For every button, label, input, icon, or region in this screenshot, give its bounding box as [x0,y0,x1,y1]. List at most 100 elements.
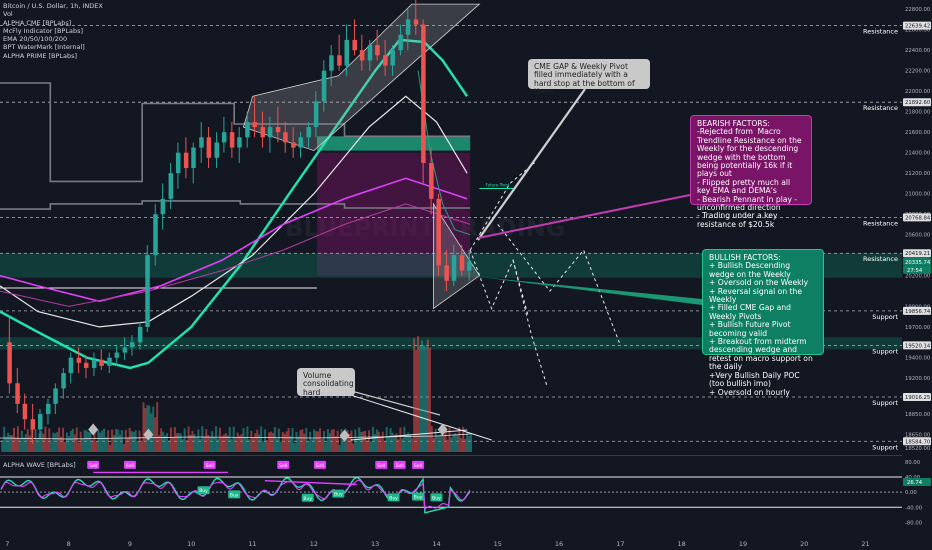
watermark-step-line [0,200,471,210]
volume-bar [138,430,141,452]
price-tick-label: 18520.00 [905,446,931,452]
candle-body [229,132,235,148]
volume-bar [48,428,51,452]
legend-indicator[interactable]: ALPHA CME [BPLabs] [3,18,72,27]
volume-bar [434,428,437,452]
volume-bar [446,439,449,452]
volume-bar [240,434,243,452]
watermark-step-line [0,82,471,183]
legend: Bitcoin / U.S. Dollar, 1h, INDEX Vol ALP… [3,2,103,60]
cme-gap-note[interactable]: CME GAP & Weekly Pivot filled immediatel… [528,59,650,96]
candle-body [298,137,304,148]
volume-bar [89,427,92,452]
volume-bar [11,435,14,452]
time-tick-label: 16 [555,540,563,548]
volume-bar [246,426,249,452]
volume-bar [338,444,341,452]
volume-bar [291,427,294,452]
candle-body [344,39,350,66]
volume-bar [56,432,59,452]
volume-bar [179,433,182,452]
price-tag-label: 20768.84 [905,215,931,221]
buy-signal-tag [387,493,400,502]
legend-indicator[interactable]: Vol [3,10,13,19]
volume-bar [187,426,190,452]
volume-bar [383,441,386,452]
volume-trend-line [350,429,468,441]
volume-bar [109,444,112,452]
candle-body [175,152,181,174]
mcfly-line [417,70,471,236]
volume-bar [269,431,272,452]
volume-bar [69,430,72,452]
level-label: Resistance [863,219,898,227]
projection-path [497,224,621,346]
candle-body [245,121,250,138]
legend-indicator[interactable]: BPT WaterMark [Internal] [3,43,85,52]
volume-bar [213,437,216,452]
candle-body [183,152,189,169]
candle-body [337,55,342,66]
volume-bar [114,428,117,452]
volume-bar [381,431,384,452]
volume-bar [20,430,23,452]
osc-tick-label: -40.00 [905,505,923,511]
volume-bar [399,427,402,452]
volume-bar [93,430,96,452]
volume-bar [456,434,459,452]
volume-bar [107,430,110,452]
volume-bar [470,433,473,452]
legend-indicator[interactable]: ALPHA PRIME [BPLabs] [3,51,78,60]
price-tag [903,306,931,315]
volume-bar [36,438,39,452]
time-tick-label: 10 [187,540,195,548]
bullish-line: + Bullish Descending wedge on the Weekly [709,261,793,279]
level-label: Resistance [863,28,898,36]
volume-bar [183,428,186,452]
volume-bar [124,429,127,452]
oscillator-title[interactable]: ALPHA WAVE [BPLabs] [3,461,76,469]
price-tick-label: 21600.00 [905,130,931,136]
candle-body [91,359,97,368]
volume-bar [130,431,133,452]
projection-path [469,249,529,317]
buy-signal-label: Buy [303,496,312,502]
osc-tick-label: -80.00 [905,520,923,526]
candle-body [53,388,58,404]
watermark: BLUEPRINT TRADING [285,214,566,242]
volume-bar [164,435,167,452]
support-zone-low [0,337,902,350]
sell-signal-label: Sell [316,463,324,469]
time-tick-label: 18 [678,540,686,548]
price-tick-label: 21200.00 [905,171,931,177]
volume-bar [320,439,323,452]
buy-signal-label: Buy [199,488,208,494]
volume-bar [448,427,451,452]
candle-body [114,352,120,358]
volume-bar [12,427,15,452]
volume-bar [462,426,465,452]
volume-bar [60,436,63,452]
sell-signal-tag [412,460,425,469]
volume-note[interactable]: Volume consolidating hard [297,368,355,397]
volume-bar [154,417,157,452]
candle-body [237,137,242,148]
sell-signal-tag [277,460,290,469]
legend-indicator[interactable]: EMA 20/50/100/200 [3,35,68,44]
legend-indicator[interactable]: McFly Indicator [BPLabs] [3,26,83,35]
candle-body [359,50,365,61]
price-tag [903,213,931,222]
candle-body [83,362,89,368]
bullish-line: + Bullish Future Pivot becoming valid [709,320,793,338]
volume-bar [397,439,400,452]
price-tick-label: 19200.00 [905,376,931,382]
bullish-factors-note[interactable]: BULLISH FACTORS: + Bullish Descending we… [702,249,824,396]
volume-bar [7,432,10,452]
volume-bar [311,439,314,452]
bearish-factors-note[interactable]: BEARISH FACTORS: -Rejected from Macro Tr… [690,115,812,229]
volume-bar [220,436,223,452]
volume-bar [46,439,49,452]
volume-bar [271,432,274,452]
candle-body [99,359,104,366]
time-tick-label: 9 [128,540,132,548]
